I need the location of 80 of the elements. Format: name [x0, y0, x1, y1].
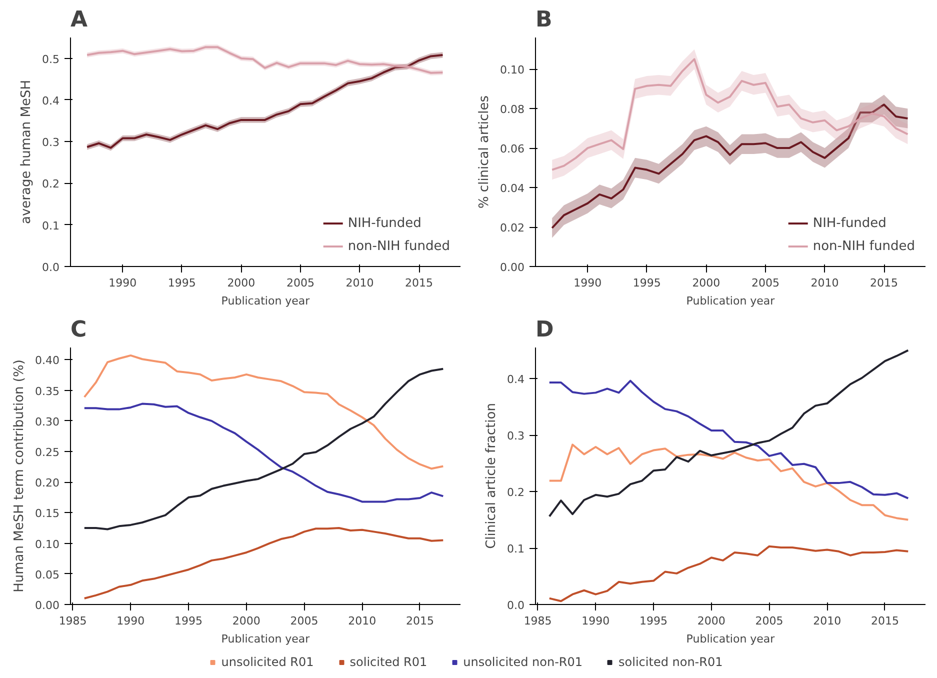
x-axis-title: Publication year [686, 632, 776, 646]
line-series [83, 527, 444, 600]
y-tick-label: 0.40 [35, 354, 60, 368]
y-tick-label: 0.30 [35, 415, 60, 428]
line-series [548, 380, 910, 500]
y-tick-label: 0.20 [35, 476, 60, 490]
y-tick-label: 0.4 [42, 94, 60, 108]
x-tick-label: 2010 [348, 614, 376, 628]
y-tick-label: 0.02 [500, 222, 525, 235]
x-tick-label: 1985 [524, 614, 552, 628]
x-tick-label: 1990 [116, 614, 145, 628]
y-tick-label: 0.3 [507, 430, 525, 443]
y-tick-label: 0.3 [42, 136, 60, 150]
x-tick-label: 1995 [632, 276, 661, 290]
x-tick-label: 2000 [227, 276, 256, 290]
x-tick-label: 1995 [174, 614, 203, 628]
x-tick-label: 1990 [574, 276, 602, 290]
y-tick-label: 0.08 [500, 103, 525, 116]
legend-label: solicited R01 [350, 655, 428, 669]
y-axis-title: Clinical article fraction [484, 403, 500, 549]
y-tick-label: 0.35 [35, 384, 60, 398]
x-tick-label: 1990 [582, 614, 610, 628]
chart-title: A [70, 8, 88, 32]
legend-label: solicited non-R01 [618, 655, 723, 669]
legend-label: unsolicited R01 [221, 655, 314, 669]
x-tick-label: 2010 [810, 276, 839, 290]
x-tick-label: 2005 [290, 614, 318, 628]
legend-label: NIH-funded [348, 216, 422, 230]
chart-title: B [536, 8, 552, 32]
x-tick-label: 1995 [640, 614, 668, 628]
y-tick-label: 0.04 [500, 182, 525, 196]
y-tick-label: 0.00 [35, 599, 60, 612]
y-tick-label: 0.0 [507, 599, 525, 612]
line-series [548, 545, 910, 602]
y-tick-label: 0.00 [500, 261, 525, 274]
y-tick-label: 0.1 [507, 542, 525, 556]
chart-title: D [536, 318, 554, 342]
y-tick-label: 0.10 [35, 538, 60, 551]
x-tick-label: 2010 [346, 276, 374, 290]
chart-title: C [70, 318, 87, 342]
y-tick-label: 0.06 [500, 142, 525, 156]
legend-label: NIH-funded [812, 216, 886, 230]
x-tick-label: 2000 [697, 614, 726, 628]
x-tick-label: 2005 [751, 276, 780, 290]
x-axis-title: Publication year [221, 294, 310, 308]
y-tick-label: 0.4 [507, 373, 525, 386]
y-tick-label: 0.2 [42, 178, 60, 191]
x-tick-label: 2015 [406, 614, 434, 628]
x-tick-label: 1995 [168, 276, 196, 290]
x-tick-label: 1990 [108, 276, 137, 290]
y-tick-label: 0.2 [507, 486, 525, 500]
y-tick-label: 0.05 [35, 568, 60, 582]
line-series [548, 444, 910, 521]
legend-label: non-NIH funded [348, 238, 450, 254]
x-axis-title: Publication year [221, 632, 310, 646]
y-axis-title: average human MeSH [19, 80, 34, 224]
x-tick-label: 2010 [813, 614, 842, 628]
x-axis-title: Publication year [686, 294, 776, 308]
line-series [83, 402, 444, 503]
legend-label: unsolicited non-R01 [463, 655, 583, 669]
x-tick-label: 2000 [232, 614, 260, 628]
legend-label: non-NIH funded [812, 238, 915, 254]
y-tick-label: 0.25 [35, 446, 60, 460]
line-series [83, 354, 444, 470]
y-axis-title: % clinical articles [477, 95, 492, 209]
line-series [548, 349, 910, 518]
x-tick-label: 2015 [405, 276, 434, 290]
line-series [83, 368, 444, 530]
y-tick-label: 0.1 [42, 219, 60, 232]
x-tick-label: 2015 [870, 276, 898, 290]
y-axis-title: Human MeSH term contribution (%) [12, 360, 28, 592]
x-tick-label: 2000 [692, 276, 720, 290]
x-tick-label: 2015 [871, 614, 899, 628]
x-tick-label: 2005 [755, 614, 784, 628]
y-tick-label: 0.0 [42, 261, 60, 274]
y-tick-label: 0.15 [35, 507, 60, 520]
x-tick-label: 1985 [58, 614, 87, 628]
y-tick-label: 0.10 [500, 64, 525, 77]
y-tick-label: 0.5 [42, 52, 60, 66]
x-tick-label: 2005 [286, 276, 314, 290]
